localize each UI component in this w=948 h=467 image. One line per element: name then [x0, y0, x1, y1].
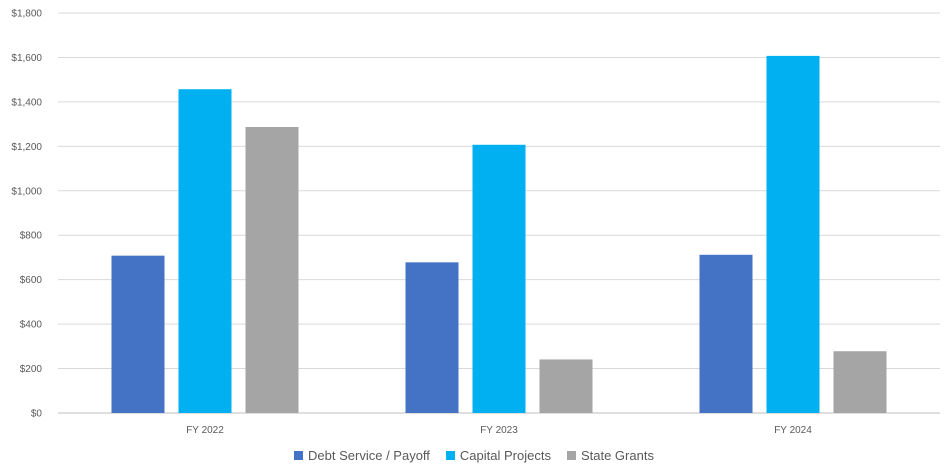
x-tick-label: FY 2023 — [480, 425, 518, 436]
legend-swatch-debt-service — [294, 451, 304, 460]
y-axis-ticks: $0 $200 $400 $600 $800 $1,000 $1,200 $1,400 $1,6… — [11, 9, 42, 420]
bar-state-grants-fy-2023 — [539, 359, 593, 413]
bar-debt-service-payoff-fy-2023 — [405, 262, 459, 413]
legend-swatch-capital-projects — [445, 451, 455, 460]
legend-item-capital-projects: Capital Projects — [445, 448, 551, 463]
y-tick-label: $800 — [20, 231, 43, 242]
y-tick-label: $400 — [20, 320, 43, 331]
legend: Debt Service / Payoff Capital Projects S… — [0, 448, 948, 463]
legend-item-state-grants: State Grants — [566, 448, 654, 463]
y-tick-label: $0 — [31, 409, 43, 420]
bar-state-grants-fy-2024 — [833, 351, 887, 413]
legend-label-debt-service: Debt Service / Payoff — [308, 448, 430, 463]
bar-capital-projects-fy-2022 — [178, 89, 232, 413]
bar-state-grants-fy-2022 — [245, 127, 299, 413]
bar-capital-projects-fy-2024 — [766, 55, 820, 414]
bar-debt-service-payoff-fy-2022 — [111, 255, 165, 413]
bar-debt-service-payoff-fy-2024 — [699, 254, 753, 413]
y-tick-label: $1,800 — [11, 9, 42, 20]
y-tick-label: $1,000 — [11, 186, 42, 197]
legend-item-debt-service: Debt Service / Payoff — [294, 448, 430, 463]
y-tick-label: $1,200 — [11, 142, 42, 153]
bar-capital-projects-fy-2023 — [472, 144, 526, 413]
legend-label-state-grants: State Grants — [580, 448, 654, 463]
legend-swatch-state-grants — [566, 451, 576, 460]
y-tick-label: $600 — [20, 275, 43, 286]
x-tick-label: FY 2022 — [186, 425, 224, 436]
x-axis-ticks: FY 2022 FY 2023 FY 2024 — [186, 425, 812, 436]
x-tick-label: FY 2024 — [774, 425, 812, 436]
bars — [111, 55, 887, 414]
y-tick-label: $1,600 — [11, 53, 42, 64]
y-tick-label: $200 — [20, 364, 43, 375]
y-tick-label: $1,400 — [11, 97, 42, 108]
legend-label-capital-projects: Capital Projects — [459, 448, 551, 463]
